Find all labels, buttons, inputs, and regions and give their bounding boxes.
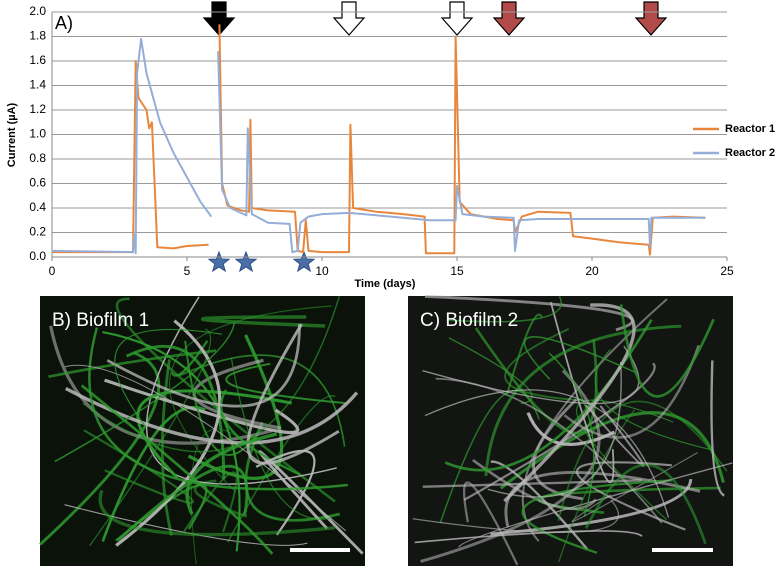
legend-label: Reactor 1: [725, 123, 775, 135]
fibers: [39, 294, 733, 566]
fiber: [89, 328, 212, 547]
y-axis-label: Current (µA): [6, 102, 18, 167]
fiber: [201, 315, 326, 328]
y-tick-label: 0.0: [29, 249, 46, 263]
x-axis-label: Time (days): [355, 278, 416, 290]
y-tick-label: 0.6: [29, 176, 46, 190]
fiber: [190, 428, 251, 565]
fiber: [64, 364, 347, 532]
y-tick-label: 1.0: [29, 127, 46, 141]
fiber: [102, 331, 241, 552]
fiber: [106, 324, 301, 408]
fiber: [504, 471, 701, 528]
fiber: [523, 336, 637, 380]
fiber: [98, 489, 336, 537]
fiber: [619, 304, 715, 398]
legend-label: Reactor 2: [725, 147, 775, 159]
x-tick-label: 5: [184, 264, 191, 278]
image-label: C) Biofilm 2: [420, 310, 518, 331]
fiber: [447, 295, 562, 323]
fiber: [504, 328, 586, 402]
series-line: [51, 37, 706, 255]
fiber: [563, 344, 700, 439]
fiber: [474, 327, 598, 435]
fiber: [571, 452, 698, 523]
fiber: [424, 294, 634, 332]
fiber: [532, 398, 584, 501]
micrograph: [40, 296, 365, 566]
fiber: [104, 378, 300, 435]
fiber: [420, 369, 601, 563]
fiber: [178, 354, 346, 447]
fiber: [255, 449, 316, 536]
fiber: [414, 530, 643, 544]
fiber: [168, 305, 332, 492]
y-tick-label: 1.2: [29, 102, 46, 116]
series-line: [52, 24, 706, 256]
fiber: [160, 359, 173, 536]
fiber: [54, 322, 235, 463]
fiber: [422, 478, 643, 488]
fiber: [472, 458, 597, 511]
fiber: [220, 389, 301, 476]
fiber: [244, 421, 341, 522]
fiber: [115, 319, 222, 547]
fiber: [48, 349, 217, 378]
y-tick-label: 1.8: [29, 29, 46, 43]
fiber: [424, 389, 670, 518]
fiber: [116, 464, 249, 542]
image-label: B) Biofilm 1: [52, 310, 149, 331]
y-tick-label: 2.0: [29, 4, 46, 18]
fiber: [136, 389, 292, 479]
fiber: [576, 399, 674, 521]
fiber: [39, 351, 161, 546]
x-tick-label: 10: [315, 264, 329, 278]
fiber: [548, 352, 595, 518]
fiber: [184, 340, 257, 456]
fiber: [710, 360, 725, 497]
fiber: [80, 384, 274, 555]
fiber: [185, 432, 278, 515]
fiber: [458, 462, 733, 548]
arrows: [202, 1, 668, 36]
y-tick-label: 0.2: [29, 225, 46, 239]
fiber: [114, 328, 222, 427]
panel-label: A): [55, 13, 73, 33]
x-tick-label: 0: [49, 264, 56, 278]
stars: [207, 250, 316, 273]
x-tick-label: 20: [585, 264, 599, 278]
y-tick-label: 1.4: [29, 78, 46, 92]
y-tick-label: 0.8: [29, 151, 46, 165]
fiber: [594, 349, 714, 451]
fiber: [505, 313, 543, 397]
x-tick-label: 15: [450, 264, 464, 278]
fiber: [230, 358, 333, 520]
y-tick-label: 1.6: [29, 53, 46, 67]
x-tick-label: 25: [720, 264, 734, 278]
y-tick-label: 0.4: [29, 200, 46, 214]
fiber: [49, 325, 273, 445]
fiber: [557, 400, 728, 521]
fiber: [439, 389, 540, 524]
fiber: [183, 471, 238, 533]
fiber: [584, 463, 707, 545]
fiber: [82, 296, 340, 453]
fiber: [422, 345, 640, 405]
fiber: [225, 362, 346, 405]
fiber: [88, 327, 349, 491]
